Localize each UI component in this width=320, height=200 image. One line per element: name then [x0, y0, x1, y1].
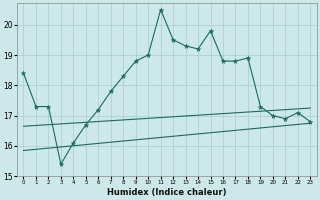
X-axis label: Humidex (Indice chaleur): Humidex (Indice chaleur): [107, 188, 227, 197]
